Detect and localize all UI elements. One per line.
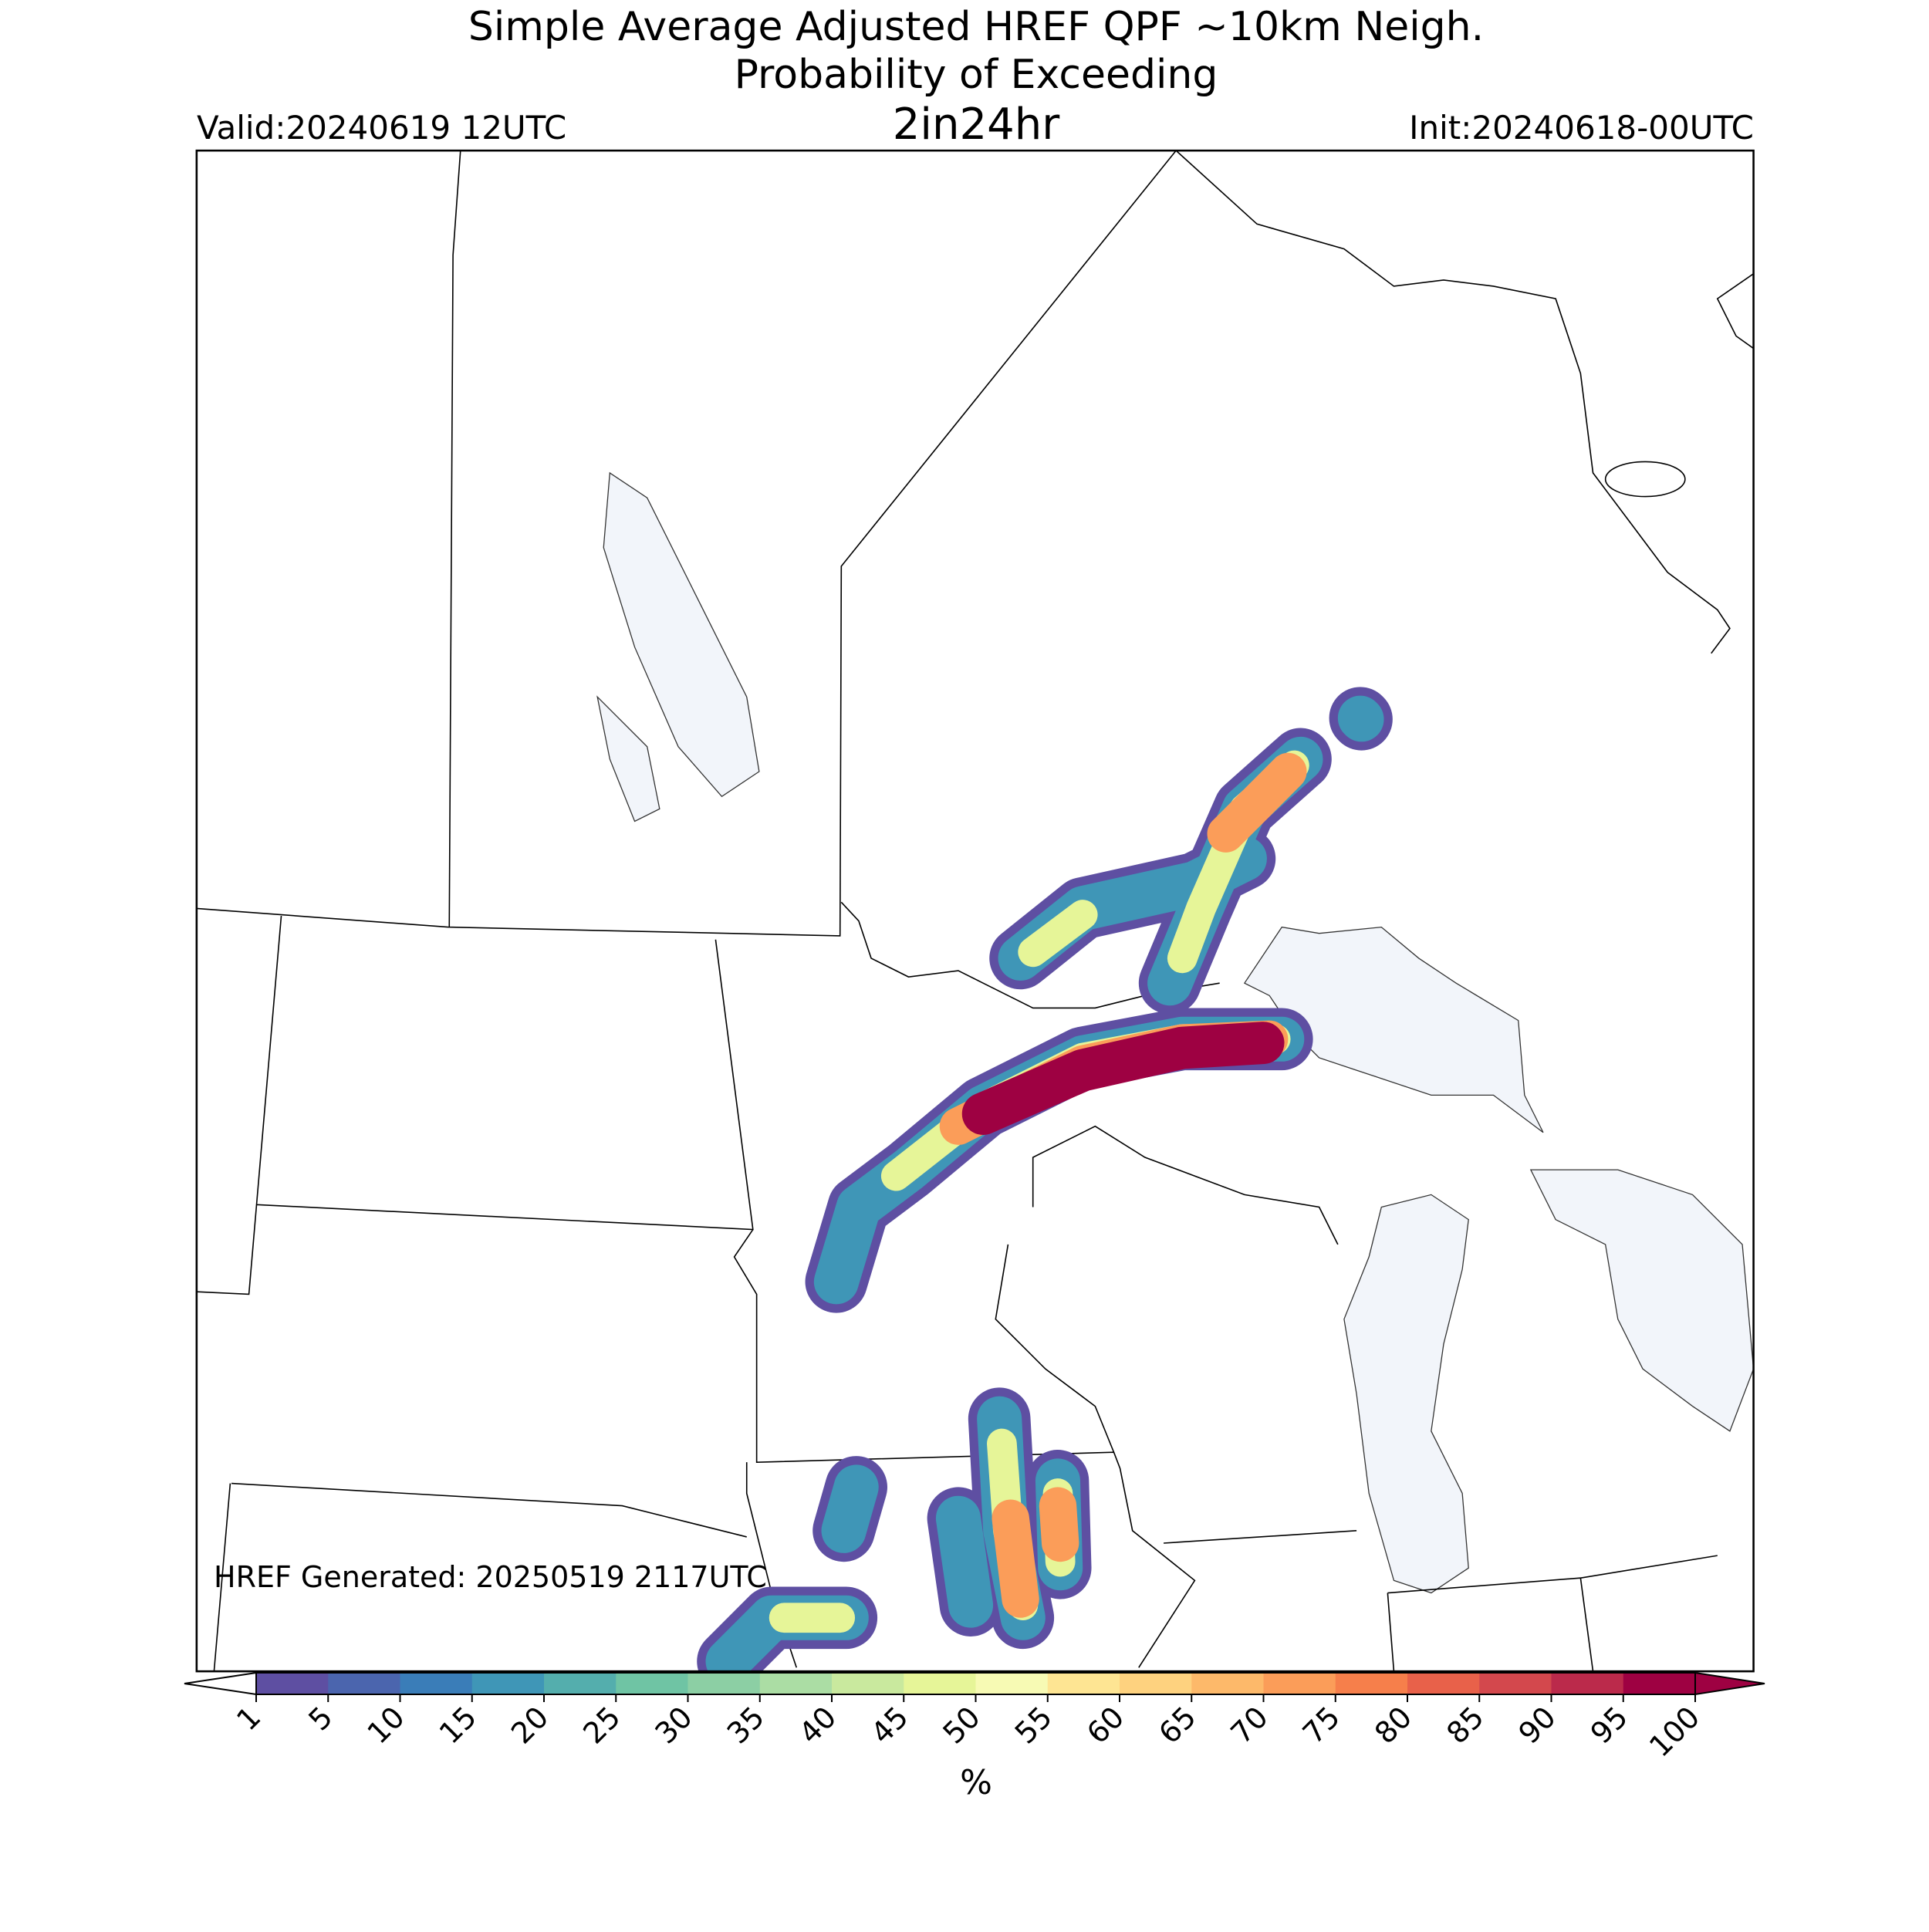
lake-huron <box>1529 1169 1754 1432</box>
colorbar-tick-label: 75 <box>1296 1700 1346 1750</box>
threshold: 2in24hr <box>893 100 1060 150</box>
probability-field <box>697 687 1393 1672</box>
colorbar-segment <box>1047 1673 1120 1694</box>
colorbar-tick-label: 65 <box>1152 1700 1202 1750</box>
colorbar-tick-label: 70 <box>1225 1700 1275 1750</box>
colorbar-tick-label: 10 <box>361 1700 411 1750</box>
colorbar-segment <box>471 1673 545 1694</box>
colorbar-tick-label: 20 <box>505 1700 555 1750</box>
lake-manitoba <box>596 695 660 822</box>
colorbar-tick-label: 90 <box>1512 1700 1562 1750</box>
title: Simple Average Adjusted HREF QPF ~10km N… <box>468 4 1484 50</box>
init-time: Init:20240618-00UTC <box>1409 109 1754 147</box>
border <box>196 916 1718 1672</box>
colorbar-segment <box>256 1673 329 1694</box>
colorbar-segment <box>687 1673 761 1694</box>
lake-michigan <box>1343 1194 1469 1594</box>
map <box>195 149 1755 1673</box>
border <box>448 150 461 927</box>
lake-outline <box>1604 461 1686 498</box>
colorbar-extend-low <box>184 1671 257 1696</box>
colorbar-segment <box>616 1673 688 1694</box>
colorbar-segment <box>328 1673 400 1694</box>
colorbar-tick-label: 85 <box>1440 1700 1490 1750</box>
colorbar-segment <box>759 1673 833 1694</box>
lake-winnipeg <box>603 471 760 798</box>
colorbar-segment <box>1479 1673 1552 1694</box>
colorbar-segment <box>1407 1673 1480 1694</box>
colorbar-segment <box>1623 1673 1696 1694</box>
colorbar-segment <box>904 1673 976 1694</box>
colorbar-segment <box>1335 1673 1408 1694</box>
coast <box>1175 150 1754 654</box>
border <box>196 150 1177 937</box>
colorbar-tick-label: 40 <box>792 1700 843 1750</box>
colorbar-segment <box>1551 1673 1624 1694</box>
colorbar-tick-label: 50 <box>937 1700 987 1750</box>
colorbar-tick-label: 15 <box>433 1700 483 1750</box>
colorbar-tick-label: 35 <box>721 1700 771 1750</box>
colorbar-tick-label: 100 <box>1643 1700 1706 1763</box>
colorbar-label: % <box>960 1763 992 1802</box>
colorbar-segment <box>1120 1673 1192 1694</box>
colorbar-tick-label: 60 <box>1080 1700 1130 1750</box>
colorbar-tick-label: 80 <box>1368 1700 1418 1750</box>
border <box>840 901 1220 1009</box>
colorbar-segment <box>832 1673 904 1694</box>
map-frame <box>195 149 1755 1673</box>
colorbar-extend-high <box>1694 1671 1765 1696</box>
colorbar-tick-label: 1 <box>230 1700 267 1737</box>
colorbar-tick-label: 5 <box>302 1700 339 1737</box>
colorbar-tick-label: 25 <box>576 1700 627 1750</box>
colorbar-segment <box>1191 1673 1264 1694</box>
colorbar-tick-label: 95 <box>1584 1700 1634 1750</box>
colorbar-segment <box>975 1673 1049 1694</box>
colorbar: 1 5 10 15 20 25 30 35 40 45 50 55 60 65 70 75 80 85 90 95 10… <box>184 1671 1765 1764</box>
colorbar-segment <box>400 1673 473 1694</box>
colorbar-tick-label: 45 <box>864 1700 914 1750</box>
colorbar-segment <box>1263 1673 1336 1694</box>
valid-time: Valid:20240619 12UTC <box>197 109 566 147</box>
footer: HREF Generated: 20250519 2117UTC <box>214 1560 767 1594</box>
subtitle: Probability of Exceeding <box>735 52 1218 98</box>
colorbar-segment <box>544 1673 617 1694</box>
colorbar-tick-label: 30 <box>649 1700 699 1750</box>
colorbar-tick-label: 55 <box>1008 1700 1059 1750</box>
